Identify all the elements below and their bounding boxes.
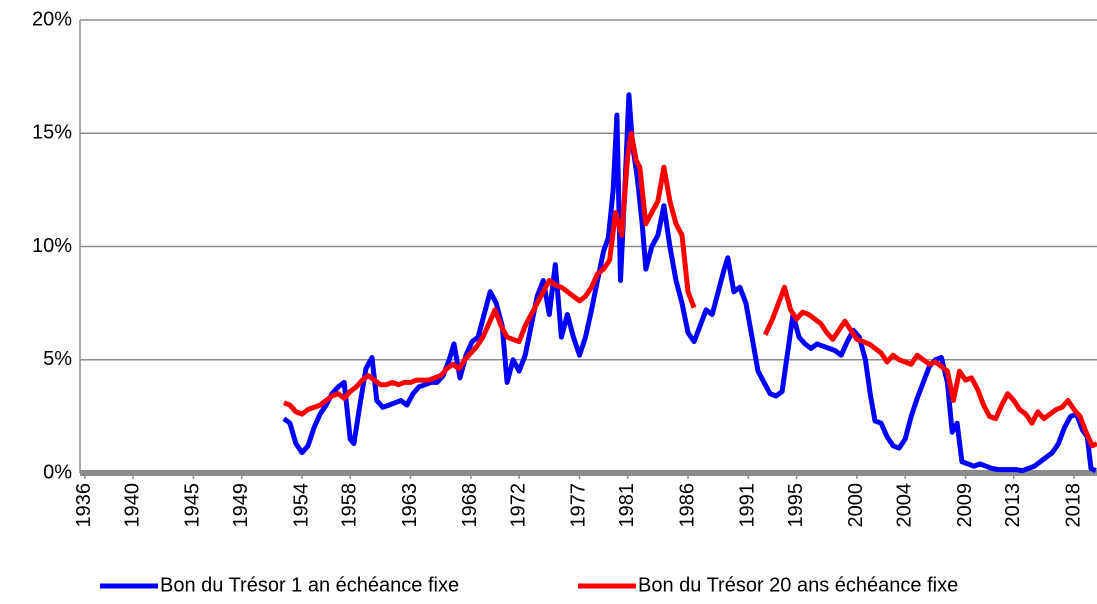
y-tick-label: 10% <box>32 235 72 257</box>
legend-label: Bon du Trésor 20 ans échéance fixe <box>638 574 958 596</box>
x-tick-label: 1936 <box>73 483 95 528</box>
x-tick-label: 1945 <box>182 483 204 528</box>
x-tick-label: 1954 <box>290 483 312 528</box>
x-tick-label: 1977 <box>568 483 590 528</box>
x-tick-label: 2004 <box>893 483 915 528</box>
x-tick-label: 1972 <box>507 483 529 528</box>
y-tick-label: 5% <box>43 348 72 370</box>
x-tick-label: 1986 <box>676 483 698 528</box>
x-tick-label: 2013 <box>1002 483 1024 528</box>
x-tick-label: 1991 <box>737 483 759 528</box>
y-tick-label: 0% <box>43 461 72 483</box>
x-tick-label: 2009 <box>954 483 976 528</box>
x-tick-label: 2018 <box>1062 483 1084 528</box>
x-tick-label: 1963 <box>399 483 421 528</box>
x-tick-label: 1995 <box>785 483 807 528</box>
x-tick-label: 1940 <box>121 483 143 528</box>
x-tick-label: 1968 <box>459 483 481 528</box>
x-tick-label: 1949 <box>230 483 252 528</box>
x-tick-label: 1981 <box>616 483 638 528</box>
x-tick-label: 1958 <box>339 483 361 528</box>
y-tick-label: 20% <box>32 8 72 30</box>
x-tick-label: 2000 <box>845 483 867 528</box>
y-tick-label: 15% <box>32 122 72 144</box>
series-line <box>283 130 1097 449</box>
legend-label: Bon du Trésor 1 an échéance fixe <box>160 574 459 596</box>
series-line <box>282 92 1097 474</box>
